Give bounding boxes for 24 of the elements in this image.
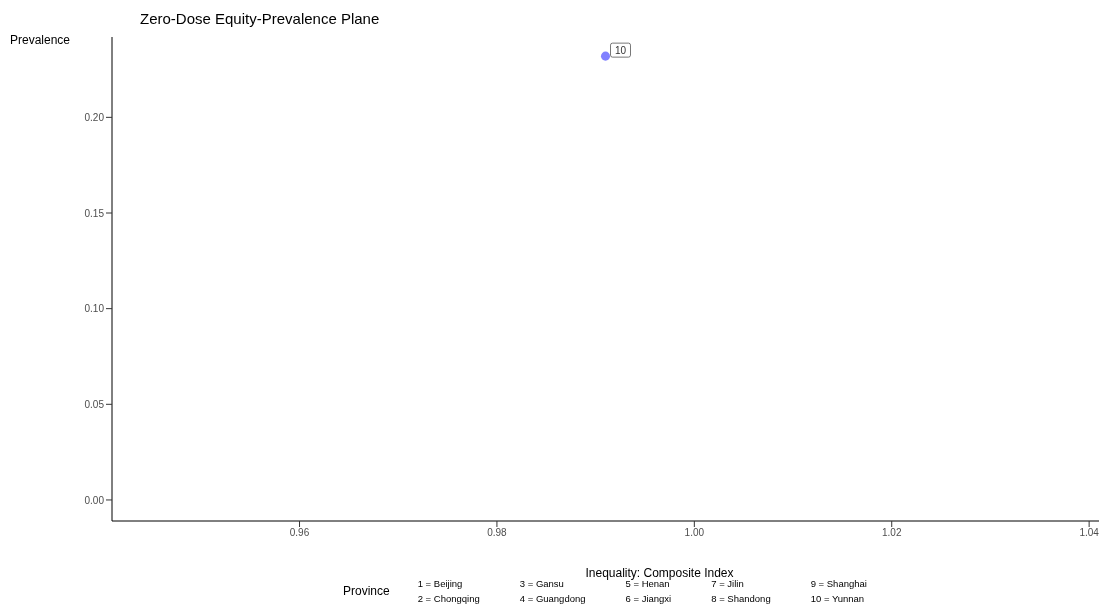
text: 9 = Shanghai <box>810 577 867 591</box>
text: 3 = Gansu <box>519 577 565 591</box>
x-tick-label: 1.04 <box>1079 527 1100 539</box>
x-tick-label: 1.02 <box>882 527 902 539</box>
y-axis-title: Prevalence <box>10 33 71 47</box>
chart-title: Zero-Dose Equity-Prevalence Plane <box>140 10 380 27</box>
text: 8 = Shandong <box>711 592 771 606</box>
x-tick-label: 1.00 <box>684 527 705 539</box>
y-tick-label: 0.10 <box>84 303 105 315</box>
y-tick-label: 0.20 <box>84 111 105 123</box>
text: 4 = Guangdong <box>519 592 586 606</box>
text: 1 = Beijing <box>417 577 464 591</box>
y-tick-label: 0.00 <box>84 494 105 506</box>
y-tick-label: 0.15 <box>84 207 105 219</box>
text: 2 = Chongqing <box>417 592 480 606</box>
y-tick-label: 0.05 <box>84 398 105 410</box>
x-tick-label: 0.96 <box>289 527 310 539</box>
text: 7 = Jilin <box>711 577 745 591</box>
legend-title: Province <box>343 584 390 598</box>
x-axis-title: Inequality: Composite Index <box>585 566 734 580</box>
text: 6 = Jiangxi <box>625 592 672 606</box>
annotation: 10 <box>614 44 627 56</box>
text: 10 = Yunnan <box>810 592 866 606</box>
x-tick-label: 0.98 <box>487 527 508 539</box>
